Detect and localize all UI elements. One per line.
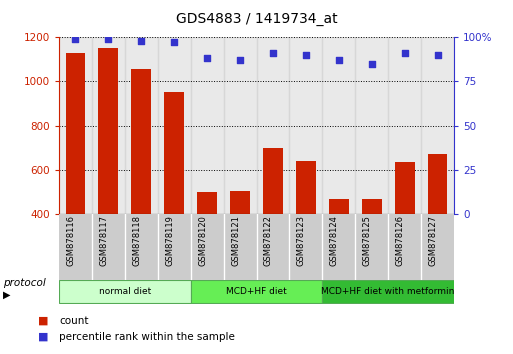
Bar [191, 37, 224, 214]
Point [368, 61, 376, 67]
Bar [92, 214, 125, 280]
Text: GSM878125: GSM878125 [363, 216, 372, 266]
Text: percentile rank within the sample: percentile rank within the sample [59, 332, 235, 342]
Text: GDS4883 / 1419734_at: GDS4883 / 1419734_at [175, 12, 338, 27]
Text: GSM878123: GSM878123 [297, 216, 306, 267]
Bar [256, 37, 289, 214]
Bar [164, 92, 184, 303]
Point [269, 50, 277, 56]
Bar [131, 69, 151, 303]
Bar [98, 48, 118, 303]
Bar [191, 214, 224, 280]
Text: GSM878120: GSM878120 [198, 216, 207, 266]
Point [302, 52, 310, 58]
Text: ▶: ▶ [3, 290, 10, 300]
Bar [66, 53, 85, 303]
Bar [428, 154, 447, 303]
Point [203, 56, 211, 61]
Text: GSM878117: GSM878117 [100, 216, 108, 267]
Text: MCD+HF diet with metformin: MCD+HF diet with metformin [322, 287, 455, 296]
Text: GSM878122: GSM878122 [264, 216, 273, 266]
Bar [355, 37, 388, 214]
Bar [289, 37, 322, 214]
Point [334, 57, 343, 63]
Bar [125, 37, 157, 214]
Point [71, 36, 80, 42]
Bar [322, 37, 355, 214]
Text: protocol: protocol [3, 278, 45, 288]
Bar [263, 148, 283, 303]
Bar [191, 280, 322, 303]
Text: normal diet: normal diet [98, 287, 151, 296]
Bar [92, 37, 125, 214]
Text: GSM878119: GSM878119 [165, 216, 174, 266]
Point [104, 36, 112, 42]
Bar [388, 37, 421, 214]
Text: GSM878116: GSM878116 [67, 216, 75, 267]
Bar [421, 214, 454, 280]
Text: GSM878126: GSM878126 [396, 216, 405, 267]
Bar [157, 37, 191, 214]
Bar [322, 280, 454, 303]
Bar [59, 37, 92, 214]
Bar [394, 162, 415, 303]
Bar [421, 37, 454, 214]
Bar [230, 192, 250, 303]
Point [433, 52, 442, 58]
Point [137, 38, 145, 44]
Bar [197, 192, 217, 303]
Bar [125, 214, 158, 280]
Bar [296, 161, 315, 303]
Bar [59, 280, 191, 303]
Point [170, 40, 179, 45]
Bar [388, 214, 421, 280]
Bar [59, 214, 92, 280]
Text: GSM878118: GSM878118 [132, 216, 141, 267]
Bar [329, 199, 349, 303]
Text: count: count [59, 316, 89, 326]
Bar [256, 214, 289, 280]
Text: ■: ■ [38, 316, 49, 326]
Bar [224, 214, 256, 280]
Text: MCD+HF diet: MCD+HF diet [226, 287, 287, 296]
Bar [322, 214, 355, 280]
Point [401, 50, 409, 56]
Bar [158, 214, 191, 280]
Text: GSM878121: GSM878121 [231, 216, 240, 266]
Bar [355, 214, 388, 280]
Bar [362, 199, 382, 303]
Text: GSM878127: GSM878127 [428, 216, 438, 267]
Text: ■: ■ [38, 332, 49, 342]
Bar [289, 214, 322, 280]
Point [236, 57, 244, 63]
Bar [224, 37, 256, 214]
Text: GSM878124: GSM878124 [330, 216, 339, 266]
